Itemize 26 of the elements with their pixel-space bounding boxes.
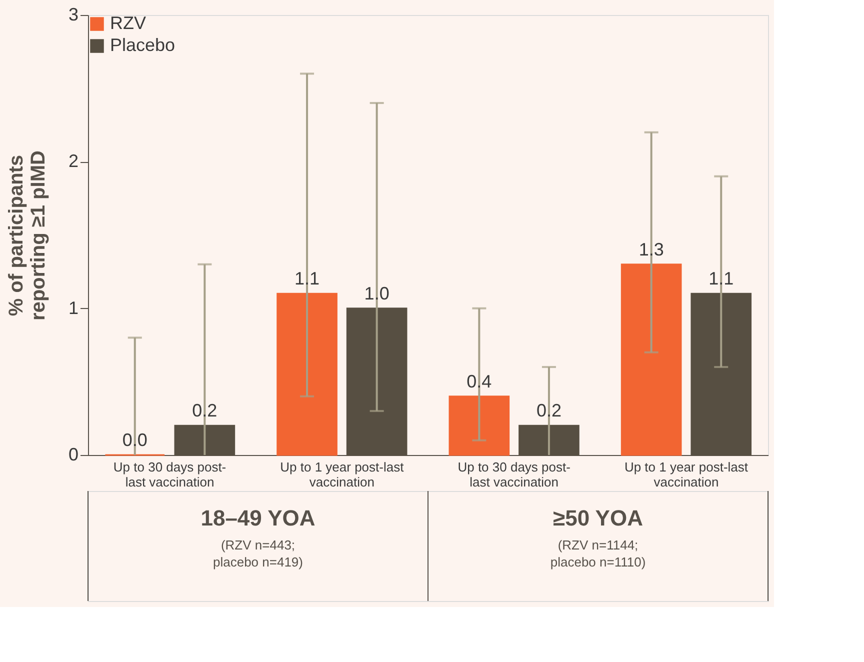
x-tick-label: Up to 1 year post-last vaccination bbox=[624, 460, 748, 490]
y-tick-label: 0 bbox=[68, 444, 78, 464]
data-label: 1.0 bbox=[364, 283, 390, 304]
data-label: 1.1 bbox=[708, 268, 734, 289]
legend-label: Placebo bbox=[110, 35, 176, 55]
text: ≥50 YOA bbox=[553, 506, 644, 531]
bar bbox=[276, 292, 338, 456]
x-tick-label: Up to 30 days post- last vaccination bbox=[113, 460, 226, 490]
data-label: 0.2 bbox=[536, 400, 562, 421]
x-tick-label: Up to 1 year post-last vaccination bbox=[280, 460, 404, 490]
y-tick-label: 3 bbox=[68, 4, 78, 24]
data-label: 1.3 bbox=[638, 239, 664, 260]
y-tick-label: 1 bbox=[68, 298, 78, 318]
text: 18–49 YOA bbox=[200, 506, 316, 531]
text: (RZV n=1144; placebo n=1110) bbox=[550, 537, 646, 570]
x-tick-label: Up to 30 days post- last vaccination bbox=[458, 460, 570, 490]
data-label: 1.1 bbox=[294, 268, 320, 289]
bar bbox=[620, 264, 682, 456]
legend-label: RZV bbox=[110, 13, 146, 33]
bar bbox=[448, 396, 510, 456]
text: (RZV n=443; placebo n=419) bbox=[213, 537, 303, 570]
y-axis-title: % of participants reporting ≥1 pIMD bbox=[5, 150, 50, 320]
data-label: 0.4 bbox=[466, 371, 492, 392]
data-label: 0.2 bbox=[192, 400, 218, 421]
y-tick-label: 2 bbox=[68, 151, 78, 172]
data-label: 0.0 bbox=[122, 430, 148, 450]
